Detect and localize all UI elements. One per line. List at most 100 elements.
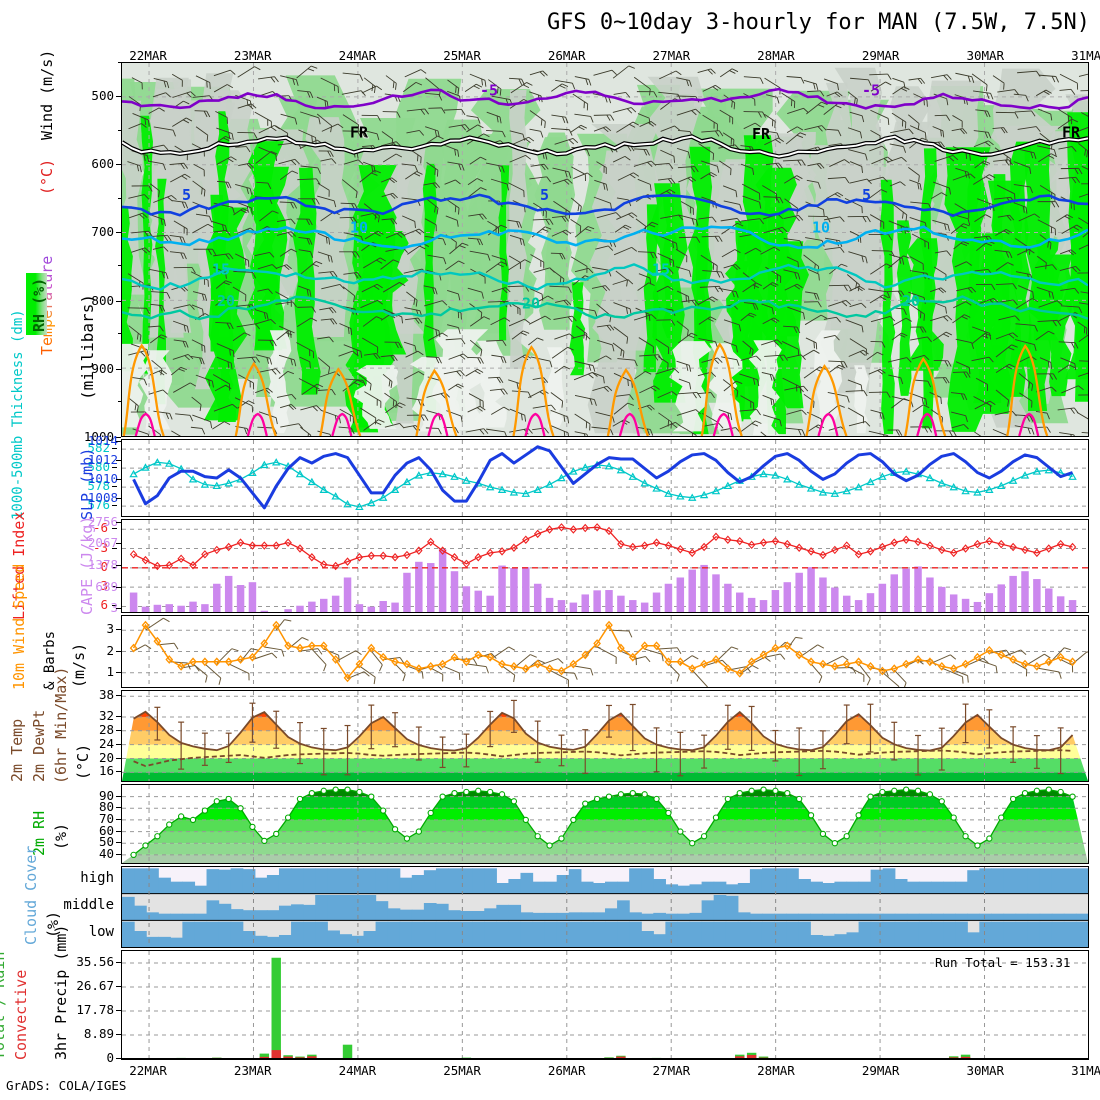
axis-title-wind: Wind (m/s) — [38, 49, 56, 140]
axis-title-thickness: 1000-500mb Thickness (dm) — [10, 309, 26, 520]
cloud-row-label-middle: middle — [63, 897, 114, 913]
svg-text:5: 5 — [540, 186, 549, 204]
y-tick-mark — [116, 729, 121, 731]
y-tick-mark — [116, 830, 121, 832]
y-tick-label: 689 — [95, 578, 118, 594]
axis-title-cloud: Cloud Cover — [22, 845, 40, 945]
svg-text:20: 20 — [217, 292, 235, 310]
y-tick-label: 80 — [98, 799, 114, 815]
y-tick-label: 1014 — [87, 433, 118, 449]
y-tick-label: 600 — [91, 156, 114, 172]
svg-text:5: 5 — [862, 186, 871, 204]
y-tick-mark — [116, 441, 121, 443]
date-tick-31mar: 31MAR — [1071, 1063, 1100, 1078]
y-tick-label: 1378 — [87, 557, 118, 572]
y-tick-mark — [116, 368, 121, 370]
axis-title-slp: SLP (mb) — [78, 447, 96, 520]
y-tick-label: 20 — [98, 749, 114, 765]
y-tick-mark — [112, 467, 117, 469]
date-tick-24mar: 24MAR — [338, 1063, 377, 1078]
y-minor-tick — [118, 197, 121, 199]
y-tick-label: 6 — [100, 597, 108, 613]
axis-title-precip: 3hr Precip (mm) — [52, 924, 70, 1060]
y-tick-mark — [116, 842, 121, 844]
date-tick-30mar: 30MAR — [966, 1063, 1005, 1078]
y-tick-mark — [116, 565, 121, 566]
y-tick-mark — [116, 807, 121, 809]
y-tick-label: 0 — [106, 1050, 114, 1065]
y-tick-label: 26.67 — [76, 977, 114, 993]
date-tick-26mar: 26MAR — [547, 1063, 586, 1078]
svg-text:15: 15 — [212, 261, 230, 279]
y-tick-mark — [116, 521, 121, 523]
y-tick-mark — [116, 96, 121, 98]
svg-text:10: 10 — [350, 219, 368, 237]
axis-title-cape: CAPE (J/kg) — [78, 515, 96, 615]
run-total-label: Run Total = 153.31 — [935, 955, 1071, 970]
axis-title-precip-convective: Convective — [12, 969, 30, 1060]
date-tick-27mar: 27MAR — [652, 48, 691, 63]
y-tick-label: 1008 — [87, 490, 118, 506]
y-tick-mark — [116, 498, 121, 500]
panel-cloud-cover[interactable] — [121, 866, 1089, 948]
y-tick-mark — [116, 437, 121, 438]
panel-cape-lifted-index[interactable] — [121, 519, 1089, 613]
y-tick-label: 3 — [100, 578, 108, 594]
axis-title-rh-unit: (%) — [52, 822, 70, 850]
page-title: GFS 0~10day 3-hourly for MAN (7.5W, 7.5N… — [546, 10, 1090, 35]
panel-2m-rh[interactable] — [121, 784, 1089, 864]
y-tick-label: 900 — [91, 360, 114, 376]
y-tick-mark — [112, 605, 117, 607]
date-tick-25mar: 25MAR — [443, 48, 481, 63]
y-minor-tick — [118, 62, 121, 63]
y-tick-mark — [116, 961, 121, 963]
date-tick-26mar: 26MAR — [547, 48, 586, 63]
y-tick-label: 32 — [98, 707, 114, 723]
y-tick-label: 28 — [98, 721, 114, 737]
y-tick-label: -3 — [92, 539, 108, 555]
date-tick-31mar: 31MAR — [1071, 48, 1100, 63]
y-tick-label: 70 — [98, 810, 114, 826]
y-tick-label: -6 — [92, 520, 108, 536]
y-tick-label: 60 — [98, 822, 114, 838]
y-tick-label: 17.78 — [76, 1001, 114, 1017]
y-tick-mark — [116, 650, 121, 652]
y-tick-mark — [116, 818, 121, 820]
y-tick-mark — [112, 505, 117, 507]
y-tick-mark — [116, 300, 121, 302]
y-tick-mark — [112, 528, 117, 530]
panel-10m-wind[interactable] — [121, 615, 1089, 688]
y-tick-label: 24 — [98, 735, 114, 751]
svg-text:-5: -5 — [480, 82, 498, 100]
y-tick-label: 700 — [91, 224, 114, 240]
date-tick-23mar: 23MAR — [233, 1063, 272, 1078]
y-tick-mark — [116, 795, 121, 797]
panel-slp-thickness[interactable] — [121, 439, 1089, 517]
date-tick-29mar: 29MAR — [861, 48, 900, 63]
y-tick-mark — [112, 586, 117, 588]
date-tick-22mar: 22MAR — [129, 1063, 167, 1078]
y-tick-label: 38 — [98, 687, 114, 703]
panel-precip[interactable] — [121, 950, 1089, 1060]
y-tick-label: 582 — [87, 440, 110, 456]
y-tick-label: 1000 — [83, 429, 114, 444]
svg-text:10: 10 — [812, 219, 830, 237]
y-tick-mark — [116, 479, 121, 481]
cloud-row-label-low: low — [88, 923, 114, 940]
axis-title-2m-temp: 2m Temp — [8, 718, 26, 782]
date-tick-22mar: 22MAR — [129, 48, 167, 63]
y-tick-mark — [116, 1033, 121, 1035]
y-tick-mark — [116, 460, 121, 462]
y-tick-mark — [116, 757, 121, 759]
credit-text: GrADS: COLA/IGES — [6, 1078, 127, 1093]
y-tick-mark — [116, 985, 121, 987]
panel-upper-air[interactable]: -5 -5 FR FR FR 5 5 5 10 10 15 15 20 20 20 — [121, 62, 1089, 437]
date-tick-25mar: 25MAR — [443, 1063, 481, 1078]
y-tick-label: 2 — [106, 642, 114, 658]
panel-2m-temp[interactable] — [121, 690, 1089, 782]
y-tick-label: 576 — [87, 497, 110, 513]
y-tick-mark — [112, 448, 117, 450]
y-tick-label: 2756 — [87, 513, 118, 529]
y-tick-label: 1 — [106, 663, 114, 679]
y-tick-mark — [116, 608, 121, 610]
